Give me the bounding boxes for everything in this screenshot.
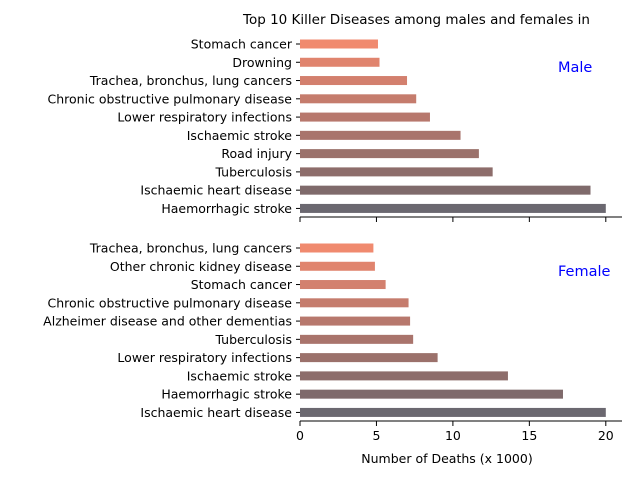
bar bbox=[300, 280, 386, 290]
chart-title: Top 10 Killer Diseases among males and f… bbox=[242, 12, 590, 28]
category-label: Haemorrhagic stroke bbox=[161, 387, 292, 402]
bar bbox=[300, 167, 493, 177]
bar bbox=[300, 39, 378, 49]
bar bbox=[300, 316, 411, 326]
category-label: Alzheimer disease and other dementias bbox=[43, 314, 292, 329]
category-label: Haemorrhagic stroke bbox=[161, 201, 292, 216]
category-label: Ischaemic heart disease bbox=[140, 183, 292, 198]
category-label: Trachea, bronchus, lung cancers bbox=[89, 73, 292, 88]
x-tick-label: 10 bbox=[445, 428, 461, 443]
bar bbox=[300, 94, 417, 104]
x-tick-label: 20 bbox=[598, 428, 614, 443]
category-label: Chronic obstructive pulmonary disease bbox=[48, 295, 293, 310]
bar bbox=[300, 334, 414, 344]
bar bbox=[300, 353, 438, 363]
category-label: Trachea, bronchus, lung cancers bbox=[89, 241, 292, 256]
x-tick-label: 5 bbox=[372, 428, 380, 443]
x-tick-label: 15 bbox=[521, 428, 537, 443]
bar bbox=[300, 261, 375, 271]
bar bbox=[300, 76, 408, 86]
category-label: Ischaemic heart disease bbox=[140, 405, 292, 420]
category-label: Lower respiratory infections bbox=[117, 350, 292, 365]
category-label: Ischaemic stroke bbox=[187, 368, 293, 383]
category-label: Other chronic kidney disease bbox=[110, 259, 292, 274]
category-label: Lower respiratory infections bbox=[117, 110, 292, 125]
panels-group: Stomach cancer Drowning Trachea, bronchus,… bbox=[43, 37, 622, 443]
x-axis-title: Number of Deaths (x 1000) bbox=[361, 451, 532, 466]
bar bbox=[300, 371, 508, 381]
bar bbox=[300, 389, 563, 399]
panel-label: Male bbox=[558, 60, 592, 76]
bar bbox=[300, 130, 461, 140]
category-label: Ischaemic stroke bbox=[187, 128, 293, 143]
bar bbox=[300, 112, 430, 122]
bar bbox=[300, 407, 606, 417]
bar bbox=[300, 298, 409, 308]
category-label: Drowning bbox=[232, 55, 292, 70]
bar bbox=[300, 185, 591, 195]
bar bbox=[300, 243, 374, 253]
bar bbox=[300, 57, 380, 67]
category-label: Stomach cancer bbox=[191, 277, 293, 292]
category-label: Chronic obstructive pulmonary disease bbox=[48, 91, 293, 106]
category-label: Tuberculosis bbox=[214, 164, 292, 179]
category-label: Stomach cancer bbox=[191, 37, 293, 52]
bar bbox=[300, 203, 606, 213]
panel-label: Female bbox=[558, 264, 611, 280]
panel-female: Trachea, bronchus, lung cancers Other chr… bbox=[43, 241, 622, 443]
x-tick-label: 0 bbox=[296, 428, 304, 443]
category-label: Road injury bbox=[221, 146, 292, 161]
bar bbox=[300, 149, 479, 159]
panel-male: Stomach cancer Drowning Trachea, bronchus,… bbox=[48, 37, 622, 222]
category-label: Tuberculosis bbox=[214, 332, 292, 347]
